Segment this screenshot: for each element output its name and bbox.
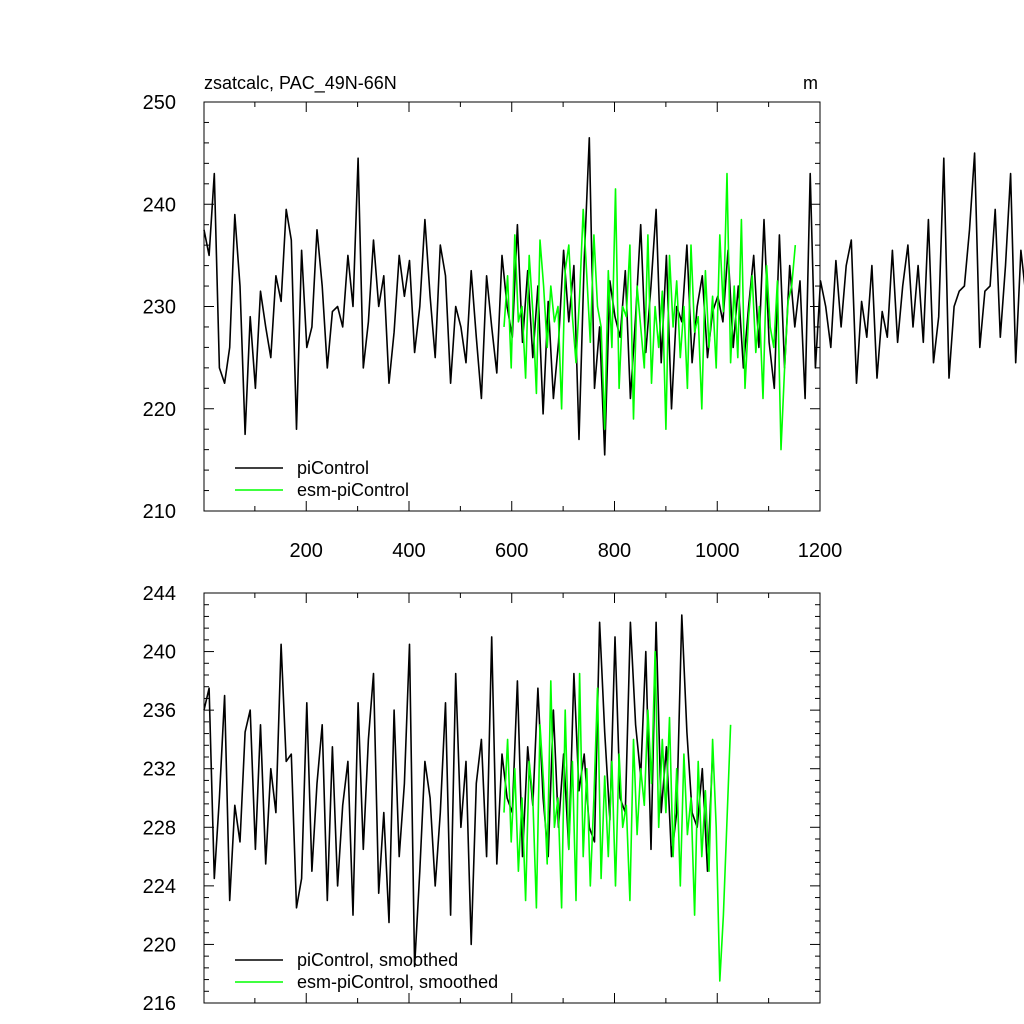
top-legend-label-esm-picontrol: esm-piControl [297,480,409,500]
bottom-legend-label-esm-picontrol-smoothed: esm-piControl, smoothed [297,972,498,992]
bottom-y-tick-label: 216 [143,993,176,1015]
bottom-ticks-layer: 216 220 224 228 232 236 240 244 [143,583,821,1015]
bottom-y-tick-label: 236 [143,700,176,722]
bottom-y-tick-label: 228 [143,817,176,839]
bottom-series-line-esm-picontrol-smoothed [503,650,732,982]
bottom-legend: piControl, smoothed esm-piControl, smoot… [235,950,498,992]
top-x-tick-label: 600 [495,540,528,562]
top-x-tick-label: 800 [598,540,631,562]
bottom-y-tick-label: 240 [143,642,176,664]
top-x-tick-label: 1000 [695,540,740,562]
bottom-panel: 216 220 224 228 232 236 240 244 piControl, smoo… [143,583,821,1015]
bottom-y-tick-label: 220 [143,934,176,956]
top-legend-label-picontrol: piControl [297,458,369,478]
bottom-series-layer [203,614,732,982]
top-y-tick-label: 250 [143,92,176,114]
top-series-line-esm-picontrol [503,172,797,451]
top-y-tick-label: 210 [143,501,176,523]
top-chart-title: zsatcalc, PAC_49N-66N [204,73,397,94]
bottom-y-tick-label: 232 [143,759,176,781]
top-ticks-layer: 200 400 600 800 1000 1200 210 220 230 240 250 [143,92,843,562]
bottom-y-tick-label: 224 [143,876,176,898]
bottom-series-line-picontrol-smoothed [203,614,714,968]
top-x-tick-label: 1200 [798,540,843,562]
top-y-tick-label: 240 [143,194,176,216]
top-y-tick-label: 230 [143,297,176,319]
top-series-layer [203,137,1024,456]
top-legend: piControl esm-piControl [235,458,409,500]
top-x-tick-label: 400 [392,540,425,562]
top-plot-frame [203,101,821,512]
bottom-y-tick-label: 244 [143,583,176,605]
top-series-line-picontrol [203,137,1024,456]
bottom-legend-label-picontrol-smoothed: piControl, smoothed [297,950,458,970]
top-chart-units-label: m [803,73,818,93]
top-x-tick-label: 200 [290,540,323,562]
top-y-tick-label: 220 [143,399,176,421]
top-panel: zsatcalc, PAC_49N-66N m 200 400 600 800 1000… [143,73,1024,562]
